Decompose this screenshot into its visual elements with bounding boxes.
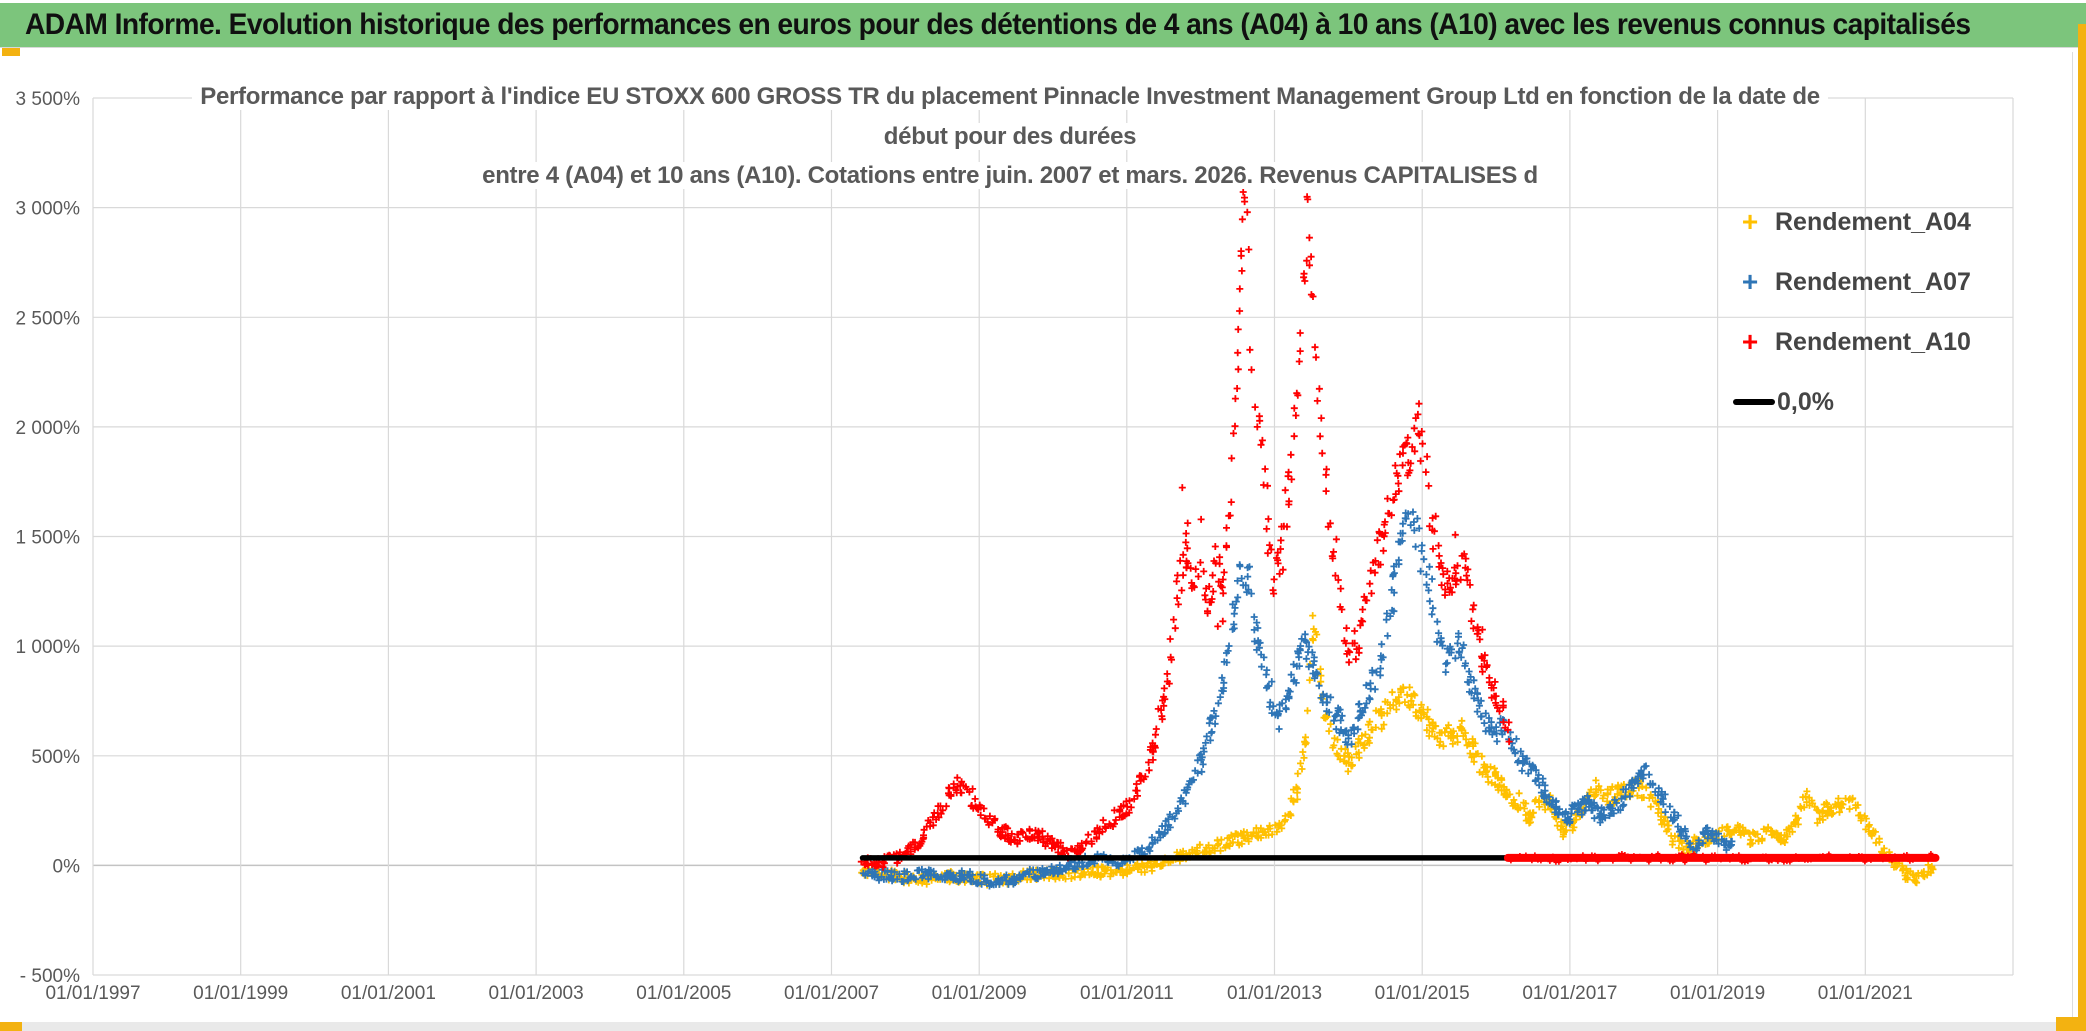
svg-text:01/01/2019: 01/01/2019 [1670,983,1765,1004]
svg-text:01/01/2009: 01/01/2009 [932,983,1027,1004]
svg-text:2 000%: 2 000% [16,418,81,439]
page-title: ADAM Informe. Evolution historique des p… [25,8,1971,41]
chart-title-line3: entre 4 (A04) et 10 ans (A10). Cotations… [150,162,1870,190]
plus-marker-icon: + [1741,326,1759,357]
svg-text:01/01/2011: 01/01/2011 [1080,983,1174,1004]
svg-text:01/01/2003: 01/01/2003 [489,983,584,1004]
svg-text:500%: 500% [31,747,80,768]
plus-marker-icon: + [1741,266,1759,297]
bottom-scrollbar-strip [0,1022,2086,1031]
svg-text:- 500%: - 500% [20,966,80,987]
svg-text:01/01/2021: 01/01/2021 [1818,983,1913,1004]
svg-text:1 500%: 1 500% [16,528,81,549]
svg-text:01/01/1999: 01/01/1999 [193,983,288,1004]
gold-accent-bottom-right [2056,1017,2086,1031]
svg-text:01/01/2015: 01/01/2015 [1375,983,1470,1004]
legend-item-rendement-a04: + Rendement_A04 [1733,192,1971,252]
svg-text:01/01/1997: 01/01/1997 [45,983,140,1004]
svg-text:01/01/2005: 01/01/2005 [636,983,731,1004]
title-banner: ADAM Informe. Evolution historique des p… [0,3,2086,48]
svg-text:0%: 0% [53,856,81,877]
legend-item-rendement-a07: + Rendement_A07 [1733,252,1971,312]
svg-text:01/01/2007: 01/01/2007 [784,983,879,1004]
svg-text:01/01/2013: 01/01/2013 [1227,983,1322,1004]
legend-label: Rendement_A04 [1775,207,1971,236]
zero-line-icon [1733,399,1775,405]
legend-label: Rendement_A10 [1775,327,1971,356]
chart-legend: + Rendement_A04 + Rendement_A07 + Rendem… [1733,192,1971,432]
gold-accent-right-strip [2078,24,2086,1031]
svg-text:01/01/2017: 01/01/2017 [1522,983,1617,1004]
legend-label: 0,0% [1777,387,1834,416]
gold-accent-top-left [2,48,20,56]
legend-label: Rendement_A07 [1775,267,1971,296]
legend-item-rendement-a10: + Rendement_A10 [1733,312,1971,372]
gold-accent-bottom-left [0,1022,22,1031]
chart-right-border [2072,52,2073,1019]
svg-text:2 500%: 2 500% [16,308,81,329]
svg-text:3 500%: 3 500% [16,89,81,110]
chart-title-line2: début pour des durées [150,123,1870,151]
chart-title-line1: Performance par rapport à l'indice EU ST… [150,83,1870,111]
legend-item-zero-line: 0,0% [1733,372,1971,432]
svg-text:01/01/2001: 01/01/2001 [341,983,436,1004]
plus-marker-icon: + [1741,206,1759,237]
svg-text:1 000%: 1 000% [16,637,81,658]
svg-text:3 000%: 3 000% [16,199,81,220]
